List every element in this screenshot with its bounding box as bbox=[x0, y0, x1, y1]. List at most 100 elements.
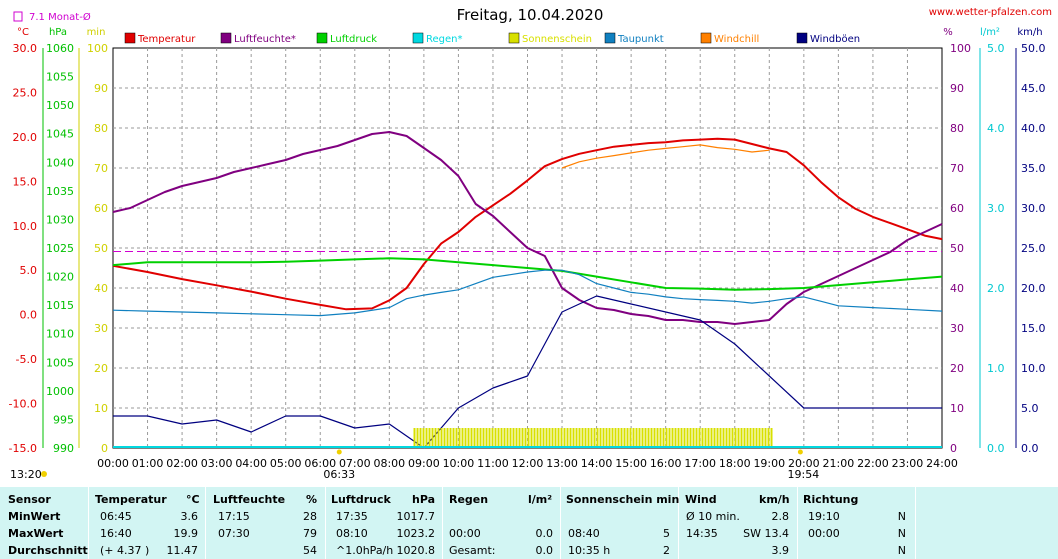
sunshine-bar bbox=[476, 428, 479, 448]
sunshine-bar bbox=[770, 428, 773, 448]
min-tick: 10 bbox=[94, 402, 108, 415]
sunshine-bar bbox=[443, 428, 446, 448]
sunshine-bar bbox=[455, 428, 458, 448]
table-cell-h-val: 79 bbox=[303, 527, 317, 540]
series-luftfeuchte bbox=[112, 131, 943, 325]
wind-tick: 0.0 bbox=[1021, 442, 1039, 455]
table-cell-d-time: 19:10 bbox=[808, 510, 840, 523]
sunshine-bar bbox=[518, 428, 521, 448]
x-tick: 03:00 bbox=[201, 457, 233, 470]
sunshine-bar bbox=[431, 428, 434, 448]
stats-table: Sensor Temperatur °C Luftfeuchte % Luftd… bbox=[0, 487, 1058, 559]
table-cell-t-val: 19.9 bbox=[173, 527, 199, 540]
table-cell-s-val: 5 bbox=[663, 527, 670, 540]
rain-tick: 4.0 bbox=[987, 122, 1005, 135]
sunshine-bar bbox=[701, 428, 704, 448]
x-tick: 23:00 bbox=[892, 457, 924, 470]
sunshine-bar bbox=[728, 428, 731, 448]
sunshine-bar bbox=[638, 428, 641, 448]
legend-label: Windchill bbox=[714, 34, 759, 45]
table-cell-t-time: 06:45 bbox=[100, 510, 132, 523]
rain-tick: 1.0 bbox=[987, 362, 1005, 375]
sunshine-bar bbox=[605, 428, 608, 448]
sunshine-bar bbox=[488, 428, 491, 448]
wind-tick: 45.0 bbox=[1021, 82, 1046, 95]
table-cell-r-val: 0.0 bbox=[535, 544, 554, 557]
sunshine-bar bbox=[587, 428, 590, 448]
sunshine-bar bbox=[419, 428, 422, 448]
header-temp: Temperatur bbox=[95, 493, 167, 506]
weather-chart: Freitag, 10.04.2020 www.wetter-pfalzen.co… bbox=[9, 6, 1052, 481]
sunshine-bar bbox=[527, 428, 530, 448]
right-unit-label: l/m² bbox=[980, 27, 1000, 38]
x-tick: 17:00 bbox=[684, 457, 716, 470]
sunshine-bar bbox=[698, 428, 701, 448]
table-cell-d-val: N bbox=[897, 527, 906, 540]
legend-swatch bbox=[412, 32, 424, 44]
sunshine-bar bbox=[515, 428, 518, 448]
min-tick: 100 bbox=[87, 42, 108, 55]
sunshine-bar bbox=[425, 428, 428, 448]
sunset-label: 19:54 bbox=[788, 468, 820, 481]
sunshine-bar bbox=[620, 428, 623, 448]
min-tick: 70 bbox=[94, 162, 108, 175]
temp-tick: -10.0 bbox=[9, 398, 37, 411]
sunshine-bar bbox=[689, 428, 692, 448]
sunshine-bar bbox=[665, 428, 668, 448]
sunshine-bar bbox=[653, 428, 656, 448]
sunshine-bar bbox=[713, 428, 716, 448]
pct-tick: 60 bbox=[950, 202, 964, 215]
x-tick: 15:00 bbox=[615, 457, 647, 470]
sunshine-bar bbox=[755, 428, 758, 448]
hpa-tick: 1025 bbox=[46, 242, 74, 255]
sunshine-bar bbox=[464, 428, 467, 448]
x-tick: 07:00 bbox=[339, 457, 371, 470]
table-cell-t-val: 3.6 bbox=[180, 510, 199, 523]
sunshine-bar bbox=[641, 428, 644, 448]
sunshine-bar bbox=[764, 428, 767, 448]
sunshine-bar bbox=[461, 428, 464, 448]
hpa-tick: 1045 bbox=[46, 128, 74, 141]
sunshine-bar bbox=[560, 428, 563, 448]
legend-swatch bbox=[316, 32, 328, 44]
left-unit-label: min bbox=[87, 27, 106, 38]
sunshine-bar bbox=[581, 428, 584, 448]
table-cell-h-time: 17:15 bbox=[218, 510, 250, 523]
page-title: Freitag, 10.04.2020 bbox=[457, 6, 604, 24]
series-taupunkt bbox=[112, 269, 943, 317]
table-cell-t-time: 16:40 bbox=[100, 527, 132, 540]
hpa-tick: 1060 bbox=[46, 42, 74, 55]
sunshine-bar bbox=[482, 428, 485, 448]
hpa-tick: 1010 bbox=[46, 328, 74, 341]
series-luftdruck bbox=[112, 257, 943, 291]
table-cell-r-val: 0.0 bbox=[535, 527, 554, 540]
legend-swatch bbox=[124, 32, 136, 44]
x-tick: 06:00 bbox=[304, 457, 336, 470]
legend-label: Windböen bbox=[810, 34, 860, 45]
temp-tick: -15.0 bbox=[9, 442, 37, 455]
legend-swatch bbox=[508, 32, 520, 44]
sunshine-bar bbox=[629, 428, 632, 448]
temp-tick: 5.0 bbox=[20, 264, 38, 277]
sunshine-bar bbox=[617, 428, 620, 448]
rain-tick: 5.0 bbox=[987, 42, 1005, 55]
pct-tick: 30 bbox=[950, 322, 964, 335]
min-tick: 40 bbox=[94, 282, 108, 295]
x-tick: 24:00 bbox=[926, 457, 958, 470]
table-cell-h-time: 07:30 bbox=[218, 527, 250, 540]
rain-tick: 2.0 bbox=[987, 282, 1005, 295]
temp-tick: 0.0 bbox=[20, 309, 38, 322]
hpa-tick: 1030 bbox=[46, 213, 74, 226]
series-windben bbox=[113, 295, 942, 449]
wind-tick: 25.0 bbox=[1021, 242, 1046, 255]
series-temperatur bbox=[112, 137, 943, 311]
pct-tick: 70 bbox=[950, 162, 964, 175]
x-tick: 10:00 bbox=[443, 457, 475, 470]
sunshine-bar bbox=[539, 428, 542, 448]
x-tick: 13:00 bbox=[546, 457, 578, 470]
min-tick: 50 bbox=[94, 242, 108, 255]
sunshine-bar bbox=[584, 428, 587, 448]
sunshine-bar bbox=[470, 428, 473, 448]
sunshine-bar bbox=[497, 428, 500, 448]
table-cell-d-val: N bbox=[897, 510, 906, 523]
